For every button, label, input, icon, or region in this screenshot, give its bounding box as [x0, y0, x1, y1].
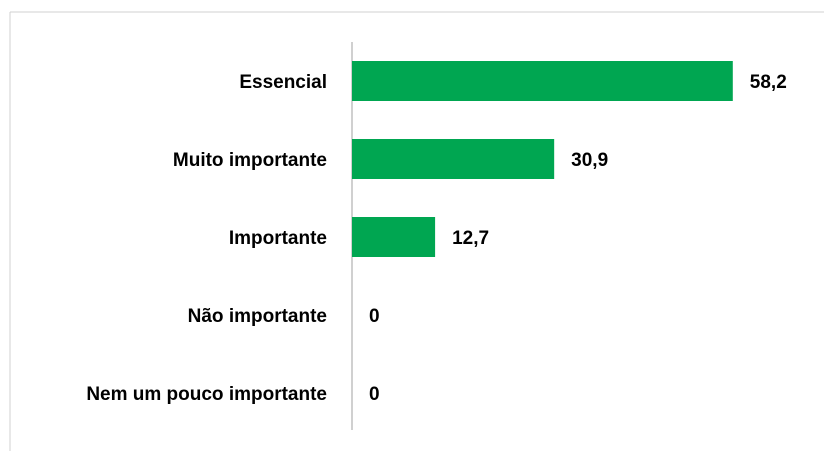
value-label: 58,2	[750, 72, 787, 93]
value-label: 0	[369, 384, 380, 405]
bar	[352, 139, 555, 179]
value-label: 0	[369, 306, 380, 327]
value-label: 30,9	[571, 150, 608, 171]
category-label: Essencial	[239, 72, 327, 93]
bar	[352, 217, 436, 257]
value-label: 12,7	[452, 228, 489, 249]
category-label: Muito importante	[173, 150, 327, 171]
category-label: Não importante	[188, 306, 327, 327]
bar	[352, 61, 733, 101]
category-label: Nem um pouco importante	[86, 384, 327, 405]
category-label: Importante	[229, 228, 327, 249]
